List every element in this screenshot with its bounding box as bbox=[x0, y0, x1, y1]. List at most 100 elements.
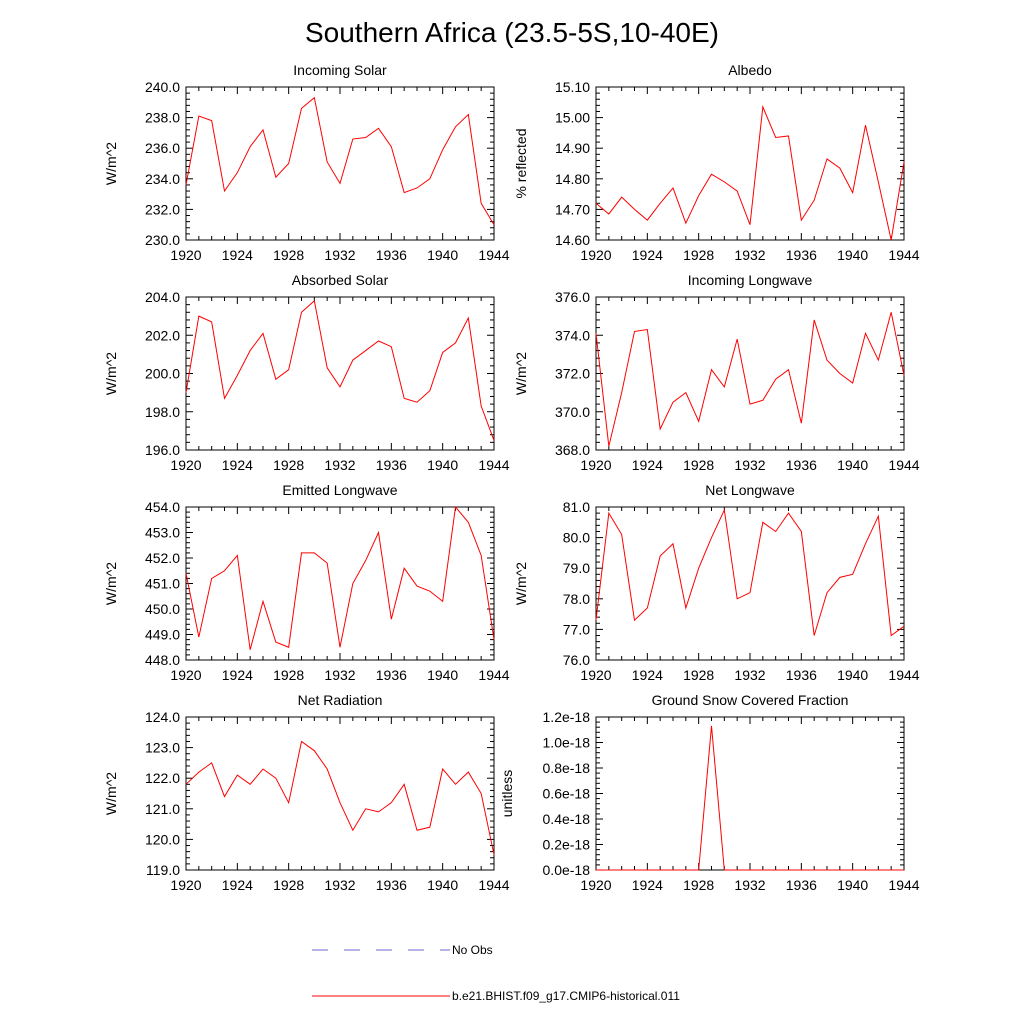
x-tick-label: 1920 bbox=[170, 667, 201, 683]
panel-title: Incoming Longwave bbox=[688, 272, 813, 288]
y-tick-label: 15.10 bbox=[555, 79, 590, 95]
y-tick-label: 80.0 bbox=[563, 530, 590, 546]
x-tick-label: 1936 bbox=[376, 247, 407, 263]
y-tick-label: 14.90 bbox=[555, 140, 590, 156]
panel-title: Albedo bbox=[728, 62, 772, 78]
y-axis-label: W/m^2 bbox=[103, 772, 119, 815]
series-line bbox=[595, 312, 905, 447]
y-axis: 76.0 77.0 78.0 79.0 80.0 81.0 bbox=[563, 499, 904, 668]
y-axis: 119.0 120.0 121.0 122.0 123.0 124.0 bbox=[145, 709, 494, 878]
y-tick-label: 240.0 bbox=[145, 79, 180, 95]
y-tick-label: 122.0 bbox=[145, 770, 180, 786]
y-axis: 196.0 198.0 200.0 202.0 204.0 bbox=[145, 289, 494, 458]
y-tick-label: 77.0 bbox=[563, 621, 590, 637]
y-tick-label: 198.0 bbox=[145, 404, 180, 420]
y-tick-label: 372.0 bbox=[555, 366, 590, 382]
y-tick-label: 450.0 bbox=[145, 601, 180, 617]
y-axis-label: W/m^2 bbox=[103, 562, 119, 605]
panel-6: 1920 1924 1928 1932 1936 1940 1944 76.0 77.0 78.0… bbox=[513, 482, 920, 683]
y-axis-label: % reflected bbox=[513, 128, 529, 198]
x-tick-label: 1936 bbox=[786, 247, 817, 263]
y-axis-label: unitless bbox=[499, 770, 515, 817]
y-tick-label: 238.0 bbox=[145, 110, 180, 126]
x-tick-label: 1924 bbox=[632, 667, 663, 683]
x-tick-label: 1944 bbox=[478, 457, 509, 473]
y-tick-label: 370.0 bbox=[555, 404, 590, 420]
y-tick-label: 200.0 bbox=[145, 366, 180, 382]
panel-title: Absorbed Solar bbox=[292, 272, 389, 288]
x-tick-label: 1932 bbox=[734, 667, 765, 683]
y-axis-label: W/m^2 bbox=[513, 562, 529, 605]
x-tick-label: 1928 bbox=[683, 457, 714, 473]
x-tick-label: 1928 bbox=[273, 877, 304, 893]
series-line bbox=[595, 104, 905, 241]
y-tick-label: 119.0 bbox=[146, 862, 180, 878]
x-axis: 1920 1924 1928 1932 1936 1940 1944 bbox=[580, 717, 920, 893]
x-tick-label: 1940 bbox=[837, 247, 868, 263]
x-tick-label: 1932 bbox=[734, 457, 765, 473]
panel-4: 1920 1924 1928 1932 1936 1940 1944 368.0 370.0 37… bbox=[513, 272, 920, 473]
y-tick-label: 124.0 bbox=[145, 709, 180, 725]
y-axis: 0.0e-18 0.2e-18 0.4e-18 0.6e-18 0.8e-18 1.0e-… bbox=[543, 709, 904, 878]
x-tick-label: 1944 bbox=[888, 667, 919, 683]
series-line bbox=[185, 505, 495, 650]
y-tick-label: 454.0 bbox=[145, 499, 180, 515]
x-axis: 1920 1924 1928 1932 1936 1940 1944 bbox=[170, 717, 510, 893]
y-tick-label: 368.0 bbox=[555, 442, 590, 458]
x-axis: 1920 1924 1928 1932 1936 1940 1944 bbox=[580, 87, 920, 263]
x-tick-label: 1932 bbox=[324, 247, 355, 263]
x-tick-label: 1932 bbox=[734, 247, 765, 263]
y-tick-label: 0.6e-18 bbox=[543, 786, 591, 802]
x-axis: 1920 1924 1928 1932 1936 1940 1944 bbox=[170, 297, 510, 473]
y-tick-label: 14.60 bbox=[555, 232, 590, 248]
y-axis: 448.0 449.0 450.0 451.0 452.0 453.0 454.0 bbox=[145, 499, 494, 668]
y-tick-label: 202.0 bbox=[145, 327, 180, 343]
series-line bbox=[185, 740, 495, 855]
panel-title: Net Radiation bbox=[298, 692, 383, 708]
panel-title: Incoming Solar bbox=[293, 62, 387, 78]
x-tick-label: 1920 bbox=[170, 247, 201, 263]
y-tick-label: 234.0 bbox=[145, 171, 180, 187]
y-tick-label: 15.00 bbox=[555, 110, 590, 126]
x-tick-label: 1936 bbox=[786, 457, 817, 473]
panel-title: Net Longwave bbox=[705, 482, 795, 498]
x-tick-label: 1940 bbox=[837, 667, 868, 683]
panel-5: 1920 1924 1928 1932 1936 1940 1944 448.0 449.0 45… bbox=[103, 482, 510, 683]
x-tick-label: 1928 bbox=[683, 877, 714, 893]
legend-obs-label: No Obs bbox=[452, 943, 493, 957]
x-axis: 1920 1924 1928 1932 1936 1940 1944 bbox=[580, 297, 920, 473]
y-tick-label: 449.0 bbox=[145, 627, 180, 643]
y-tick-label: 79.0 bbox=[563, 560, 590, 576]
legend: No Obs b.e21.BHIST.f09_g17.CMIP6-histori… bbox=[312, 943, 680, 1003]
x-tick-label: 1940 bbox=[837, 457, 868, 473]
x-tick-label: 1920 bbox=[580, 877, 611, 893]
y-tick-label: 120.0 bbox=[145, 831, 180, 847]
y-axis: 368.0 370.0 372.0 374.0 376.0 bbox=[555, 289, 904, 458]
panel-title: Ground Snow Covered Fraction bbox=[652, 692, 849, 708]
y-tick-label: 0.8e-18 bbox=[543, 760, 591, 776]
y-tick-label: 374.0 bbox=[555, 327, 590, 343]
x-tick-label: 1924 bbox=[632, 877, 663, 893]
x-tick-label: 1940 bbox=[427, 877, 458, 893]
x-tick-label: 1920 bbox=[170, 457, 201, 473]
y-tick-label: 123.0 bbox=[145, 740, 180, 756]
x-tick-label: 1928 bbox=[683, 247, 714, 263]
x-tick-label: 1936 bbox=[376, 667, 407, 683]
x-tick-label: 1932 bbox=[324, 457, 355, 473]
panel-7: 1920 1924 1928 1932 1936 1940 1944 119.0 120.0 12… bbox=[103, 692, 510, 893]
x-tick-label: 1936 bbox=[376, 877, 407, 893]
y-axis-label: W/m^2 bbox=[103, 142, 119, 185]
x-tick-label: 1932 bbox=[324, 667, 355, 683]
y-tick-label: 236.0 bbox=[145, 140, 180, 156]
x-tick-label: 1940 bbox=[427, 247, 458, 263]
x-axis: 1920 1924 1928 1932 1936 1940 1944 bbox=[170, 87, 510, 263]
y-tick-label: 14.80 bbox=[555, 171, 590, 187]
x-tick-label: 1932 bbox=[734, 877, 765, 893]
legend-model-label: b.e21.BHIST.f09_g17.CMIP6-historical.011 bbox=[452, 989, 680, 1003]
x-axis: 1920 1924 1928 1932 1936 1940 1944 bbox=[170, 507, 510, 683]
x-tick-label: 1940 bbox=[427, 457, 458, 473]
x-tick-label: 1944 bbox=[478, 247, 509, 263]
y-tick-label: 376.0 bbox=[555, 289, 590, 305]
y-tick-label: 81.0 bbox=[563, 499, 590, 515]
y-tick-label: 14.70 bbox=[555, 201, 590, 217]
